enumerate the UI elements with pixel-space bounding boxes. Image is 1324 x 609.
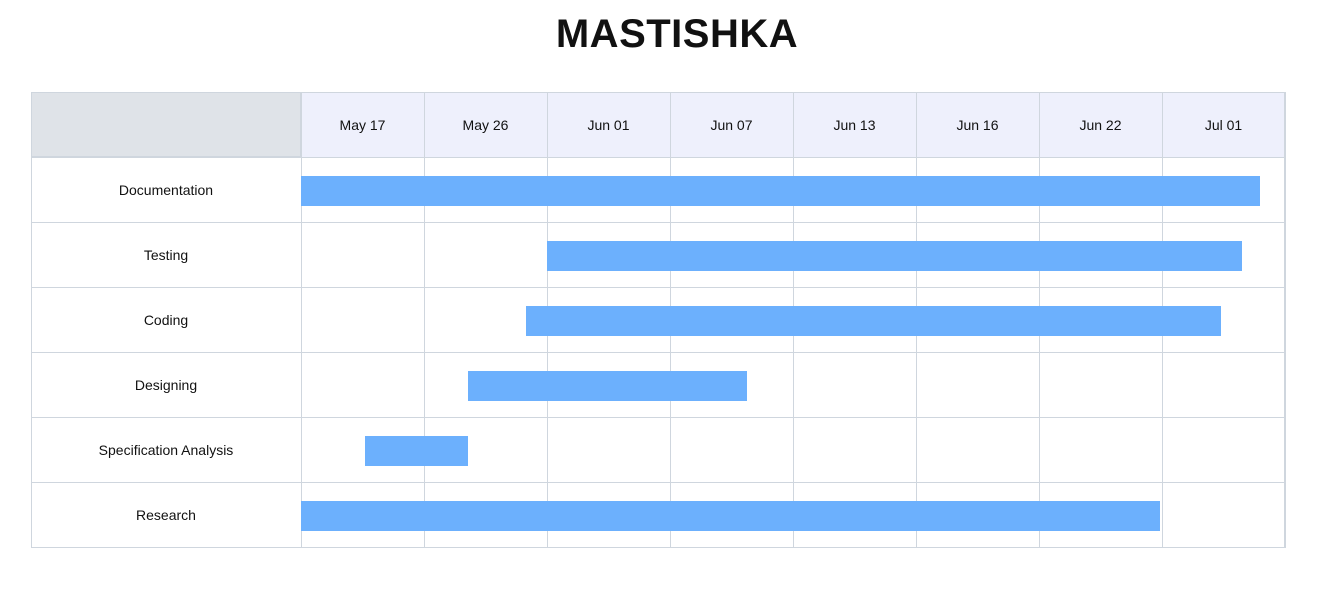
column-header: Jun 13: [793, 92, 916, 157]
column-header: May 17: [301, 92, 424, 157]
column-header: Jun 16: [916, 92, 1039, 157]
column-header: Jun 22: [1039, 92, 1162, 157]
grid-vline: [301, 92, 302, 548]
grid-vline: [1285, 92, 1286, 548]
task-label: Specification Analysis: [98, 441, 234, 458]
task-label: Coding: [143, 311, 189, 328]
task-bar: [301, 176, 1261, 206]
column-header: Jun 07: [670, 92, 793, 157]
task-bar: [526, 306, 1222, 336]
grid-hline: [31, 222, 1285, 223]
task-bar: [364, 436, 469, 466]
grid-hline: [31, 482, 1285, 483]
column-header: Jun 01: [547, 92, 670, 157]
grid-hline: [31, 287, 1285, 288]
chart-title: MASTISHKA: [555, 12, 799, 56]
header-corner: [31, 92, 301, 157]
grid-hline: [31, 547, 1285, 548]
column-header: Jul 01: [1162, 92, 1285, 157]
task-bar: [301, 501, 1160, 531]
task-bar: [547, 241, 1242, 271]
column-header: May 26: [424, 92, 547, 157]
task-label: Research: [136, 506, 196, 523]
grid-hline: [31, 352, 1285, 353]
grid-vline: [424, 92, 425, 548]
grid-hline: [31, 417, 1285, 418]
grid-hline: [31, 157, 1285, 158]
task-label: Documentation: [118, 181, 214, 198]
gantt-chart: May 17 May 26 Jun 01 Jun 07 Jun 13 Jun 16 Jun …: [31, 92, 1286, 548]
task-label: Designing: [134, 376, 198, 393]
task-bar: [468, 371, 748, 401]
task-label: Testing: [143, 246, 189, 263]
